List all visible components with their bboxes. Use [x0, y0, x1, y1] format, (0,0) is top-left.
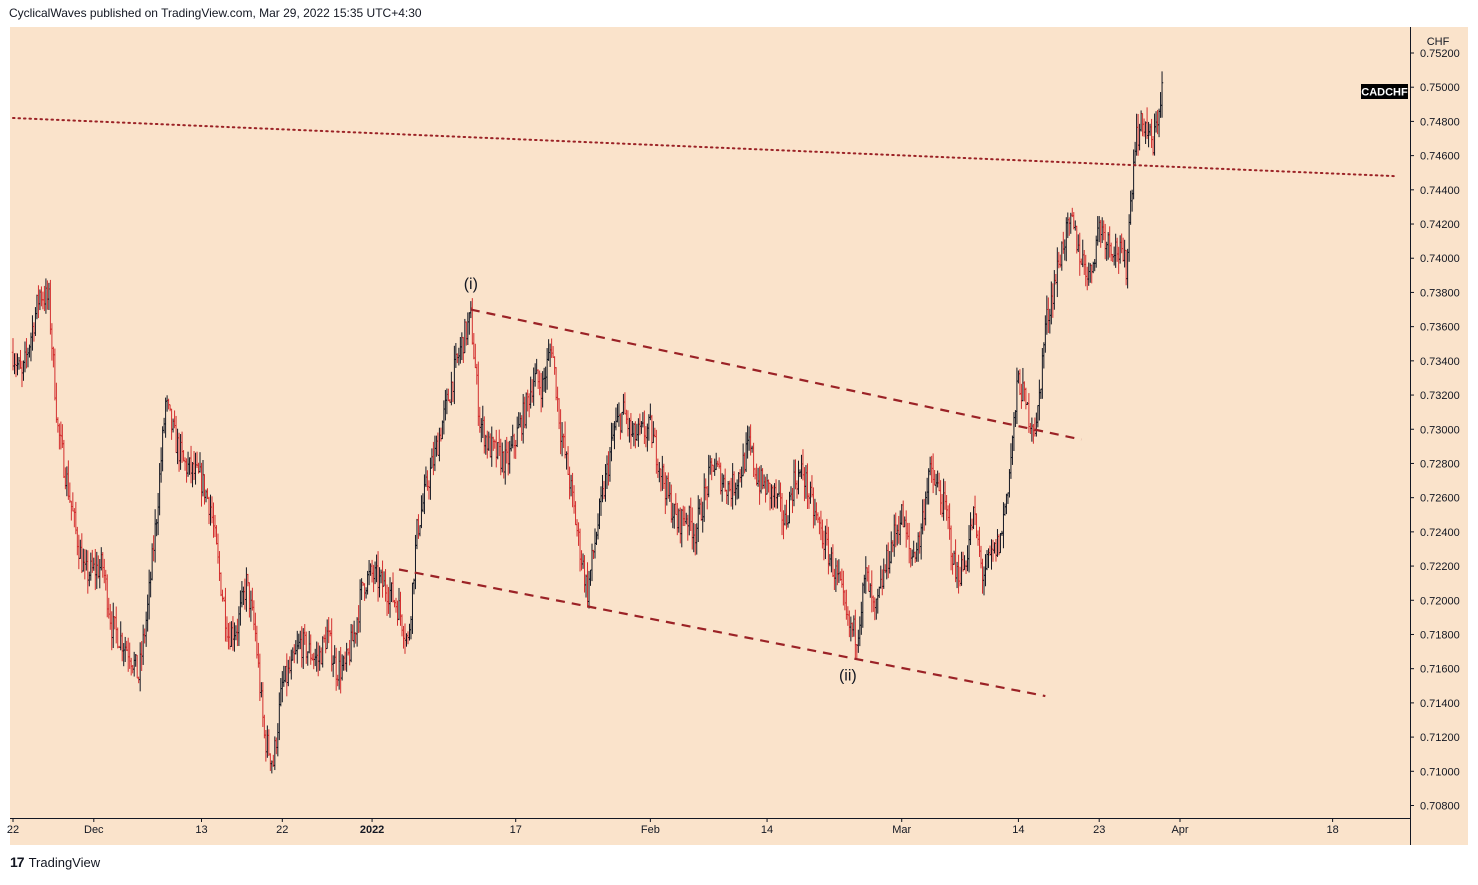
time-tick-label: Apr [1171, 824, 1188, 836]
price-tick-label: 0.71400 [1420, 698, 1460, 710]
price-axis[interactable]: 0.75200 0.75000 0.74800 0.74600 0.74400 0.742… [1410, 48, 1460, 813]
price-tick-label: 0.75200 [1420, 48, 1460, 60]
time-tick-label: 22 [7, 824, 19, 836]
price-tick-label: 0.73200 [1420, 390, 1460, 402]
price-tick-label: 0.75000 [1420, 82, 1460, 94]
tradingview-brand-label: TradingView [28, 854, 101, 870]
time-tick-label: Dec [84, 824, 104, 836]
price-tick-label: 0.73000 [1420, 424, 1460, 436]
plot-background [10, 27, 1410, 818]
symbol-tag-label: CADCHF [1361, 87, 1408, 99]
price-tick-label: 0.74800 [1420, 116, 1460, 128]
trendline-resistance-horizontal [12, 116, 1397, 178]
price-tick-label: 0.70800 [1420, 801, 1460, 813]
price-tick-label: 0.71600 [1420, 664, 1460, 676]
price-tick-label: 0.71200 [1420, 732, 1460, 744]
trendlines [12, 116, 1397, 698]
time-tick-label: 14 [761, 824, 773, 836]
price-tick-label: 0.72800 [1420, 458, 1460, 470]
price-tick-label: 0.72400 [1420, 527, 1460, 539]
time-tick-label: 14 [1012, 824, 1024, 836]
tradingview-brand[interactable]: 17 TradingView [10, 853, 100, 871]
price-tick-label: 0.73400 [1420, 356, 1460, 368]
time-tick-label: Mar [892, 824, 911, 836]
ohlc-bar [1160, 71, 1164, 118]
tradingview-logo-icon: 17 [10, 854, 25, 870]
symbol-tag: CADCHF [1361, 84, 1408, 99]
ohlc-bars [11, 71, 1164, 774]
price-tick-label: 0.73800 [1420, 287, 1460, 299]
price-tick-label: 0.74000 [1420, 253, 1460, 265]
wave-annotations: (i) (ii) [464, 276, 857, 685]
currency-label: CHF [1427, 36, 1450, 48]
publisher-attribution: CyclicalWaves published on TradingView.c… [9, 6, 422, 20]
price-tick-label: 0.72600 [1420, 493, 1460, 505]
trendline-channel-lower [398, 568, 1046, 698]
time-tick-label: 13 [195, 824, 207, 836]
price-tick-label: 0.74600 [1420, 151, 1460, 163]
price-tick-label: 0.72200 [1420, 561, 1460, 573]
wave-label-2: (ii) [839, 668, 857, 685]
price-tick-label: 0.73600 [1420, 322, 1460, 334]
price-tick-label: 0.72000 [1420, 595, 1460, 607]
trendline-channel-upper [470, 308, 1082, 441]
time-tick-label: Feb [641, 824, 660, 836]
time-tick-label: 17 [510, 824, 522, 836]
price-tick-label: 0.71000 [1420, 766, 1460, 778]
time-tick-label: 23 [1093, 824, 1105, 836]
time-tick-label: 2022 [360, 824, 384, 836]
price-tick-label: 0.74400 [1420, 185, 1460, 197]
time-axis[interactable]: 22 Dec 13 22 2022 17 Feb 14 Mar 14 23 Apr 18 [7, 818, 1339, 836]
time-tick-label: 18 [1326, 824, 1338, 836]
price-tick-label: 0.71800 [1420, 629, 1460, 641]
price-axis-background [1410, 27, 1468, 845]
price-tick-label: 0.74200 [1420, 219, 1460, 231]
wave-label-1: (i) [464, 276, 478, 293]
time-tick-label: 22 [276, 824, 288, 836]
time-axis-background [10, 818, 1410, 845]
